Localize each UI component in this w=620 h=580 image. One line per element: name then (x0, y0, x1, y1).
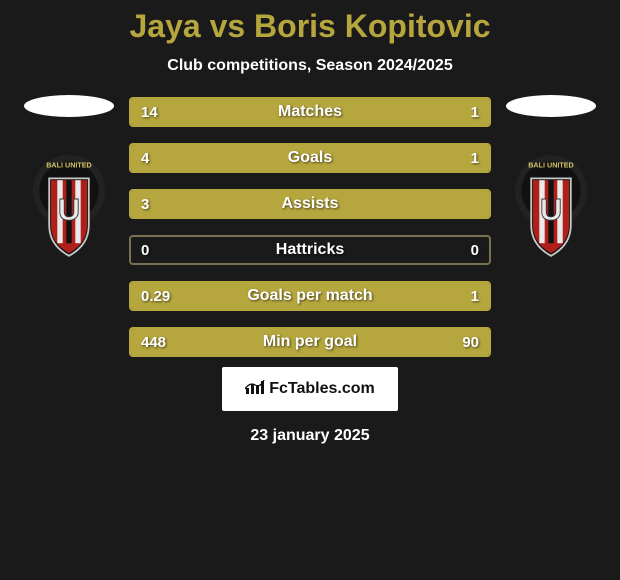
stat-right-value: 1 (471, 104, 479, 121)
stat-bar-fill-right (429, 329, 489, 355)
stat-bar: 0 Hattricks 0 (129, 235, 491, 265)
stat-bar: 3 Assists (129, 189, 491, 219)
stat-label: Min per goal (263, 333, 357, 351)
svg-text:U: U (58, 193, 80, 227)
player-right-column: BALI UNITED U (491, 95, 611, 269)
infographic-container: Jaya vs Boris Kopitovic Club competition… (0, 0, 620, 580)
player-right-club-logo: BALI UNITED U (501, 149, 601, 269)
branding-badge: FcTables.com (222, 367, 398, 411)
stat-label: Hattricks (276, 241, 344, 259)
stat-left-value: 0.29 (141, 288, 170, 305)
stat-label: Matches (278, 103, 342, 121)
bar-chart-icon (245, 379, 265, 400)
stat-bar: 448 Min per goal 90 (129, 327, 491, 357)
shield-icon: BALI UNITED U (24, 154, 114, 264)
stat-left-value: 4 (141, 150, 149, 167)
comparison-row: BALI UNITED U 14Matches14Goals13Assists0… (0, 95, 620, 357)
page-title: Jaya vs Boris Kopitovic (129, 8, 490, 45)
svg-text:U: U (540, 193, 562, 227)
branding-text: FcTables.com (269, 380, 375, 398)
stats-column: 14Matches14Goals13Assists0Hattricks00.29… (129, 95, 491, 357)
player-left-avatar-placeholder (24, 95, 114, 117)
shield-icon: BALI UNITED U (506, 154, 596, 264)
player-left-column: BALI UNITED U (9, 95, 129, 269)
stat-left-value: 14 (141, 104, 158, 121)
page-subtitle: Club competitions, Season 2024/2025 (167, 57, 452, 75)
player-right-avatar-placeholder (506, 95, 596, 117)
stat-right-value: 1 (471, 288, 479, 305)
stat-left-value: 448 (141, 334, 166, 351)
stat-left-value: 0 (141, 242, 149, 259)
svg-text:BALI UNITED: BALI UNITED (528, 161, 574, 170)
stat-right-value: 90 (462, 334, 479, 351)
stat-label: Goals (288, 149, 332, 167)
svg-text:BALI UNITED: BALI UNITED (46, 161, 92, 170)
stat-label: Goals per match (247, 287, 372, 305)
stat-bar: 0.29 Goals per match 1 (129, 281, 491, 311)
player-left-club-logo: BALI UNITED U (19, 149, 119, 269)
footer-date: 23 january 2025 (250, 427, 369, 445)
stat-bar: 4 Goals 1 (129, 143, 491, 173)
stat-label: Assists (282, 195, 339, 213)
stat-right-value: 1 (471, 150, 479, 167)
stat-bar-fill-left (131, 145, 417, 171)
stat-left-value: 3 (141, 196, 149, 213)
stat-bar: 14 Matches 1 (129, 97, 491, 127)
stat-right-value: 0 (471, 242, 479, 259)
